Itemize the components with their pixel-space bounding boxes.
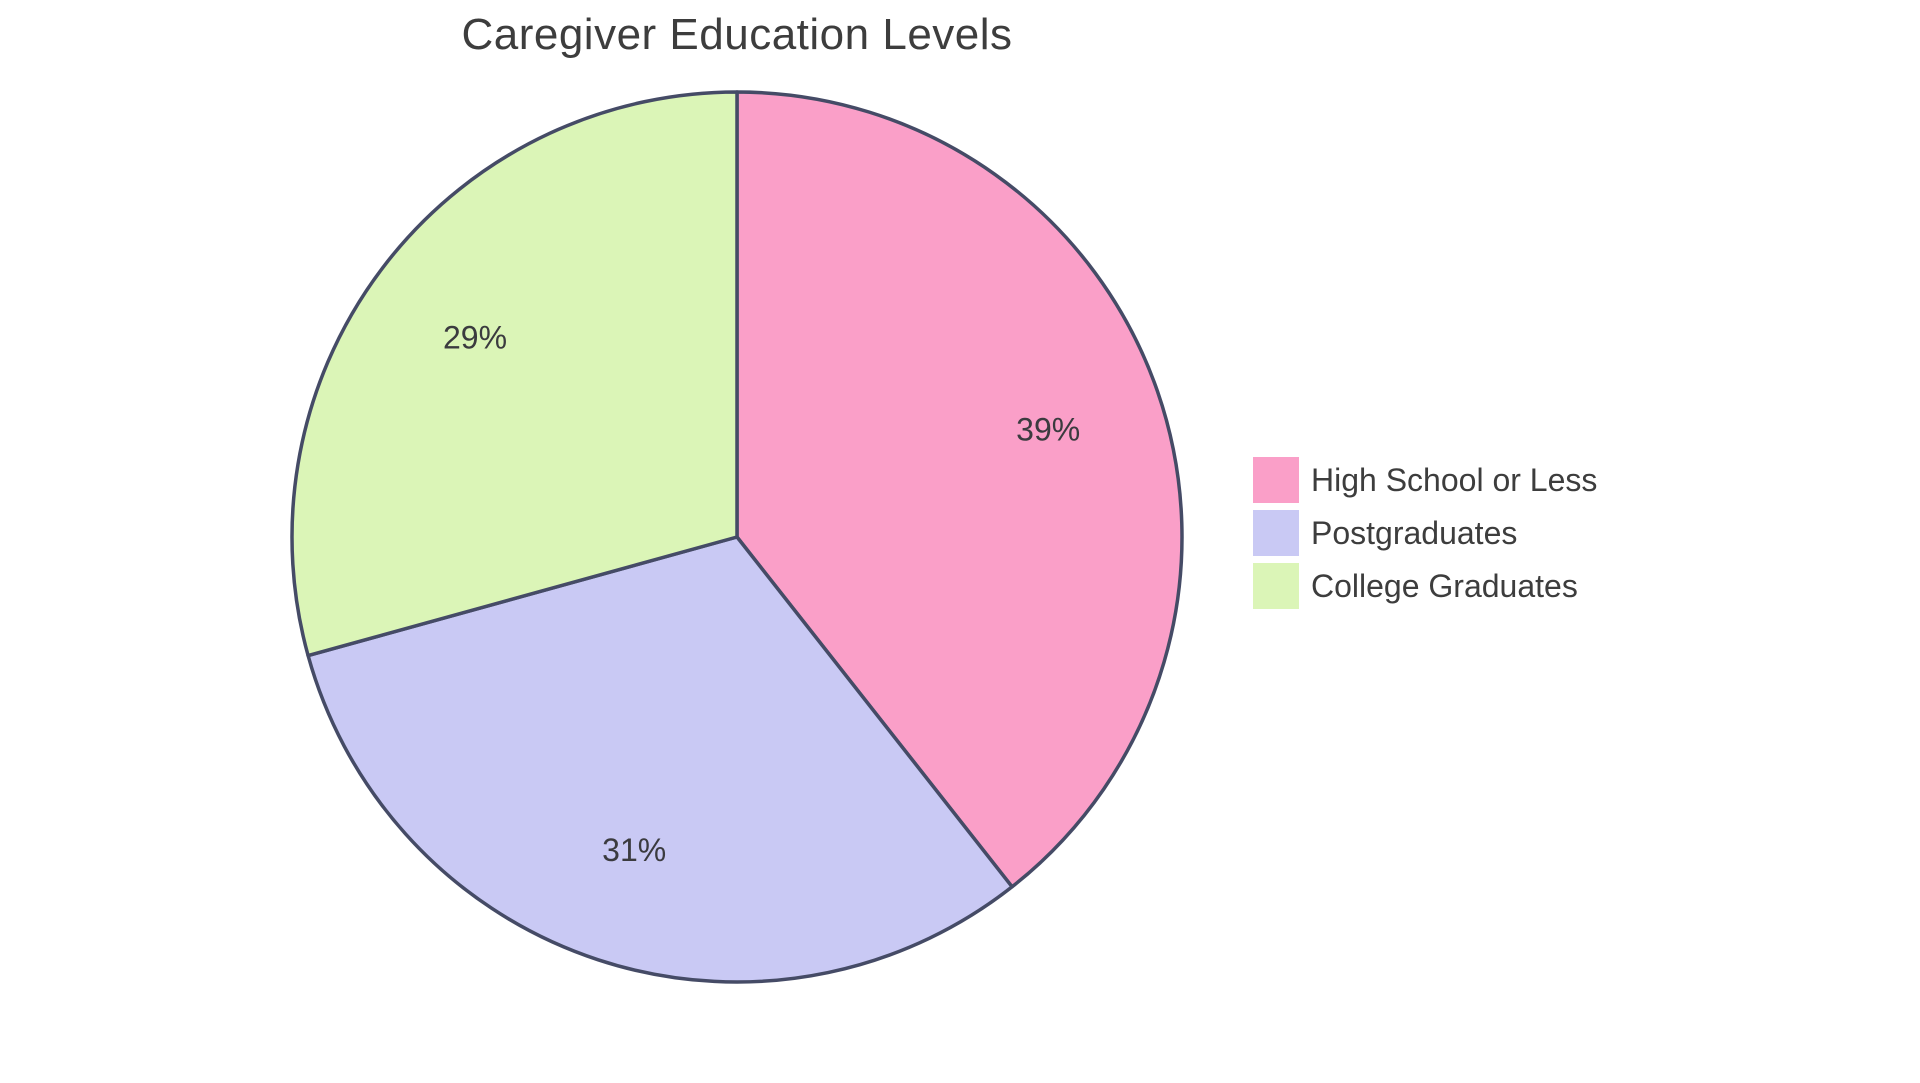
legend-label: High School or Less [1311, 461, 1598, 498]
legend-item-college-graduates: College Graduates [1253, 563, 1597, 609]
legend: High School or Less Postgraduates Colleg… [1253, 457, 1597, 609]
pie-slice [735, 90, 1184, 889]
legend-item-postgraduates: Postgraduates [1253, 510, 1597, 556]
legend-label: Postgraduates [1311, 514, 1518, 551]
chart-title: Caregiver Education Levels [461, 10, 1013, 59]
legend-swatch-icon [1253, 457, 1299, 503]
pie-slice [290, 90, 739, 658]
slice-percent-label: 31% [602, 832, 666, 868]
legend-swatch-icon [1253, 510, 1299, 556]
slice-percent-label: 39% [1016, 411, 1080, 447]
pie-slice [306, 535, 1014, 984]
legend-label: College Graduates [1311, 567, 1578, 604]
legend-item-high-school: High School or Less [1253, 457, 1597, 503]
slice-percent-label: 29% [443, 320, 507, 356]
legend-swatch-icon [1253, 563, 1299, 609]
